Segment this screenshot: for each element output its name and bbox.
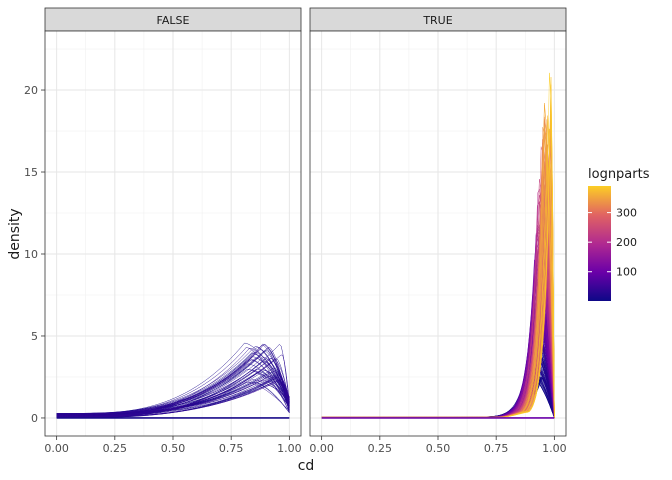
legend-title: lognparts	[588, 167, 650, 182]
x-tick-label: 0.00	[44, 442, 69, 455]
x-tick-label: 0.25	[103, 442, 128, 455]
y-tick-label: 10	[24, 248, 38, 261]
facet-false: FALSE 0.00 0.25 0.50 0.75 1.00	[44, 7, 302, 455]
y-tick-label: 5	[31, 330, 38, 343]
facet-label-true: TRUE	[422, 14, 452, 27]
y-tick-label: 15	[24, 166, 38, 179]
legend-ticks: 100 200 300	[588, 207, 637, 279]
y-axis: 0 5 10 15 20	[24, 84, 45, 425]
density-curves-false	[56, 342, 290, 419]
y-axis-title: density	[7, 208, 23, 259]
density-curve	[56, 354, 290, 416]
x-tick-label: 1.00	[277, 442, 302, 455]
x-tick-label: 1.00	[542, 442, 567, 455]
x-tick-label: 0.00	[309, 442, 334, 455]
x-tick-label: 0.75	[219, 442, 244, 455]
density-curve	[321, 116, 555, 419]
y-tick-label: 0	[31, 412, 38, 425]
x-axis-ticks-true: 0.00 0.25 0.50 0.75 1.00	[309, 436, 567, 455]
density-curve	[56, 357, 290, 415]
legend-tick-label: 100	[616, 266, 637, 279]
x-axis-ticks-false: 0.00 0.25 0.50 0.75 1.00	[44, 436, 302, 455]
facet-label-false: FALSE	[157, 14, 190, 27]
density-curve	[56, 380, 290, 416]
facet-true: TRUE 0.00 0.25 0.50 0.75 1.00	[309, 7, 567, 455]
x-tick-label: 0.50	[426, 442, 451, 455]
gridlines-false	[45, 31, 301, 436]
x-tick-label: 0.25	[368, 442, 393, 455]
density-curve	[56, 359, 290, 417]
density-curve	[56, 375, 290, 416]
legend-colorbar	[588, 186, 611, 301]
x-tick-label: 0.75	[484, 442, 509, 455]
legend-tick-label: 300	[616, 207, 637, 220]
gridlines-true	[310, 31, 566, 436]
y-tick-label: 20	[24, 84, 38, 97]
legend: lognparts 100 200 300	[588, 167, 650, 301]
x-tick-label: 0.50	[161, 442, 186, 455]
legend-tick-label: 200	[616, 236, 637, 249]
density-curves-true	[321, 72, 555, 419]
x-axis-title: cd	[298, 458, 315, 474]
density-curve	[56, 343, 290, 415]
